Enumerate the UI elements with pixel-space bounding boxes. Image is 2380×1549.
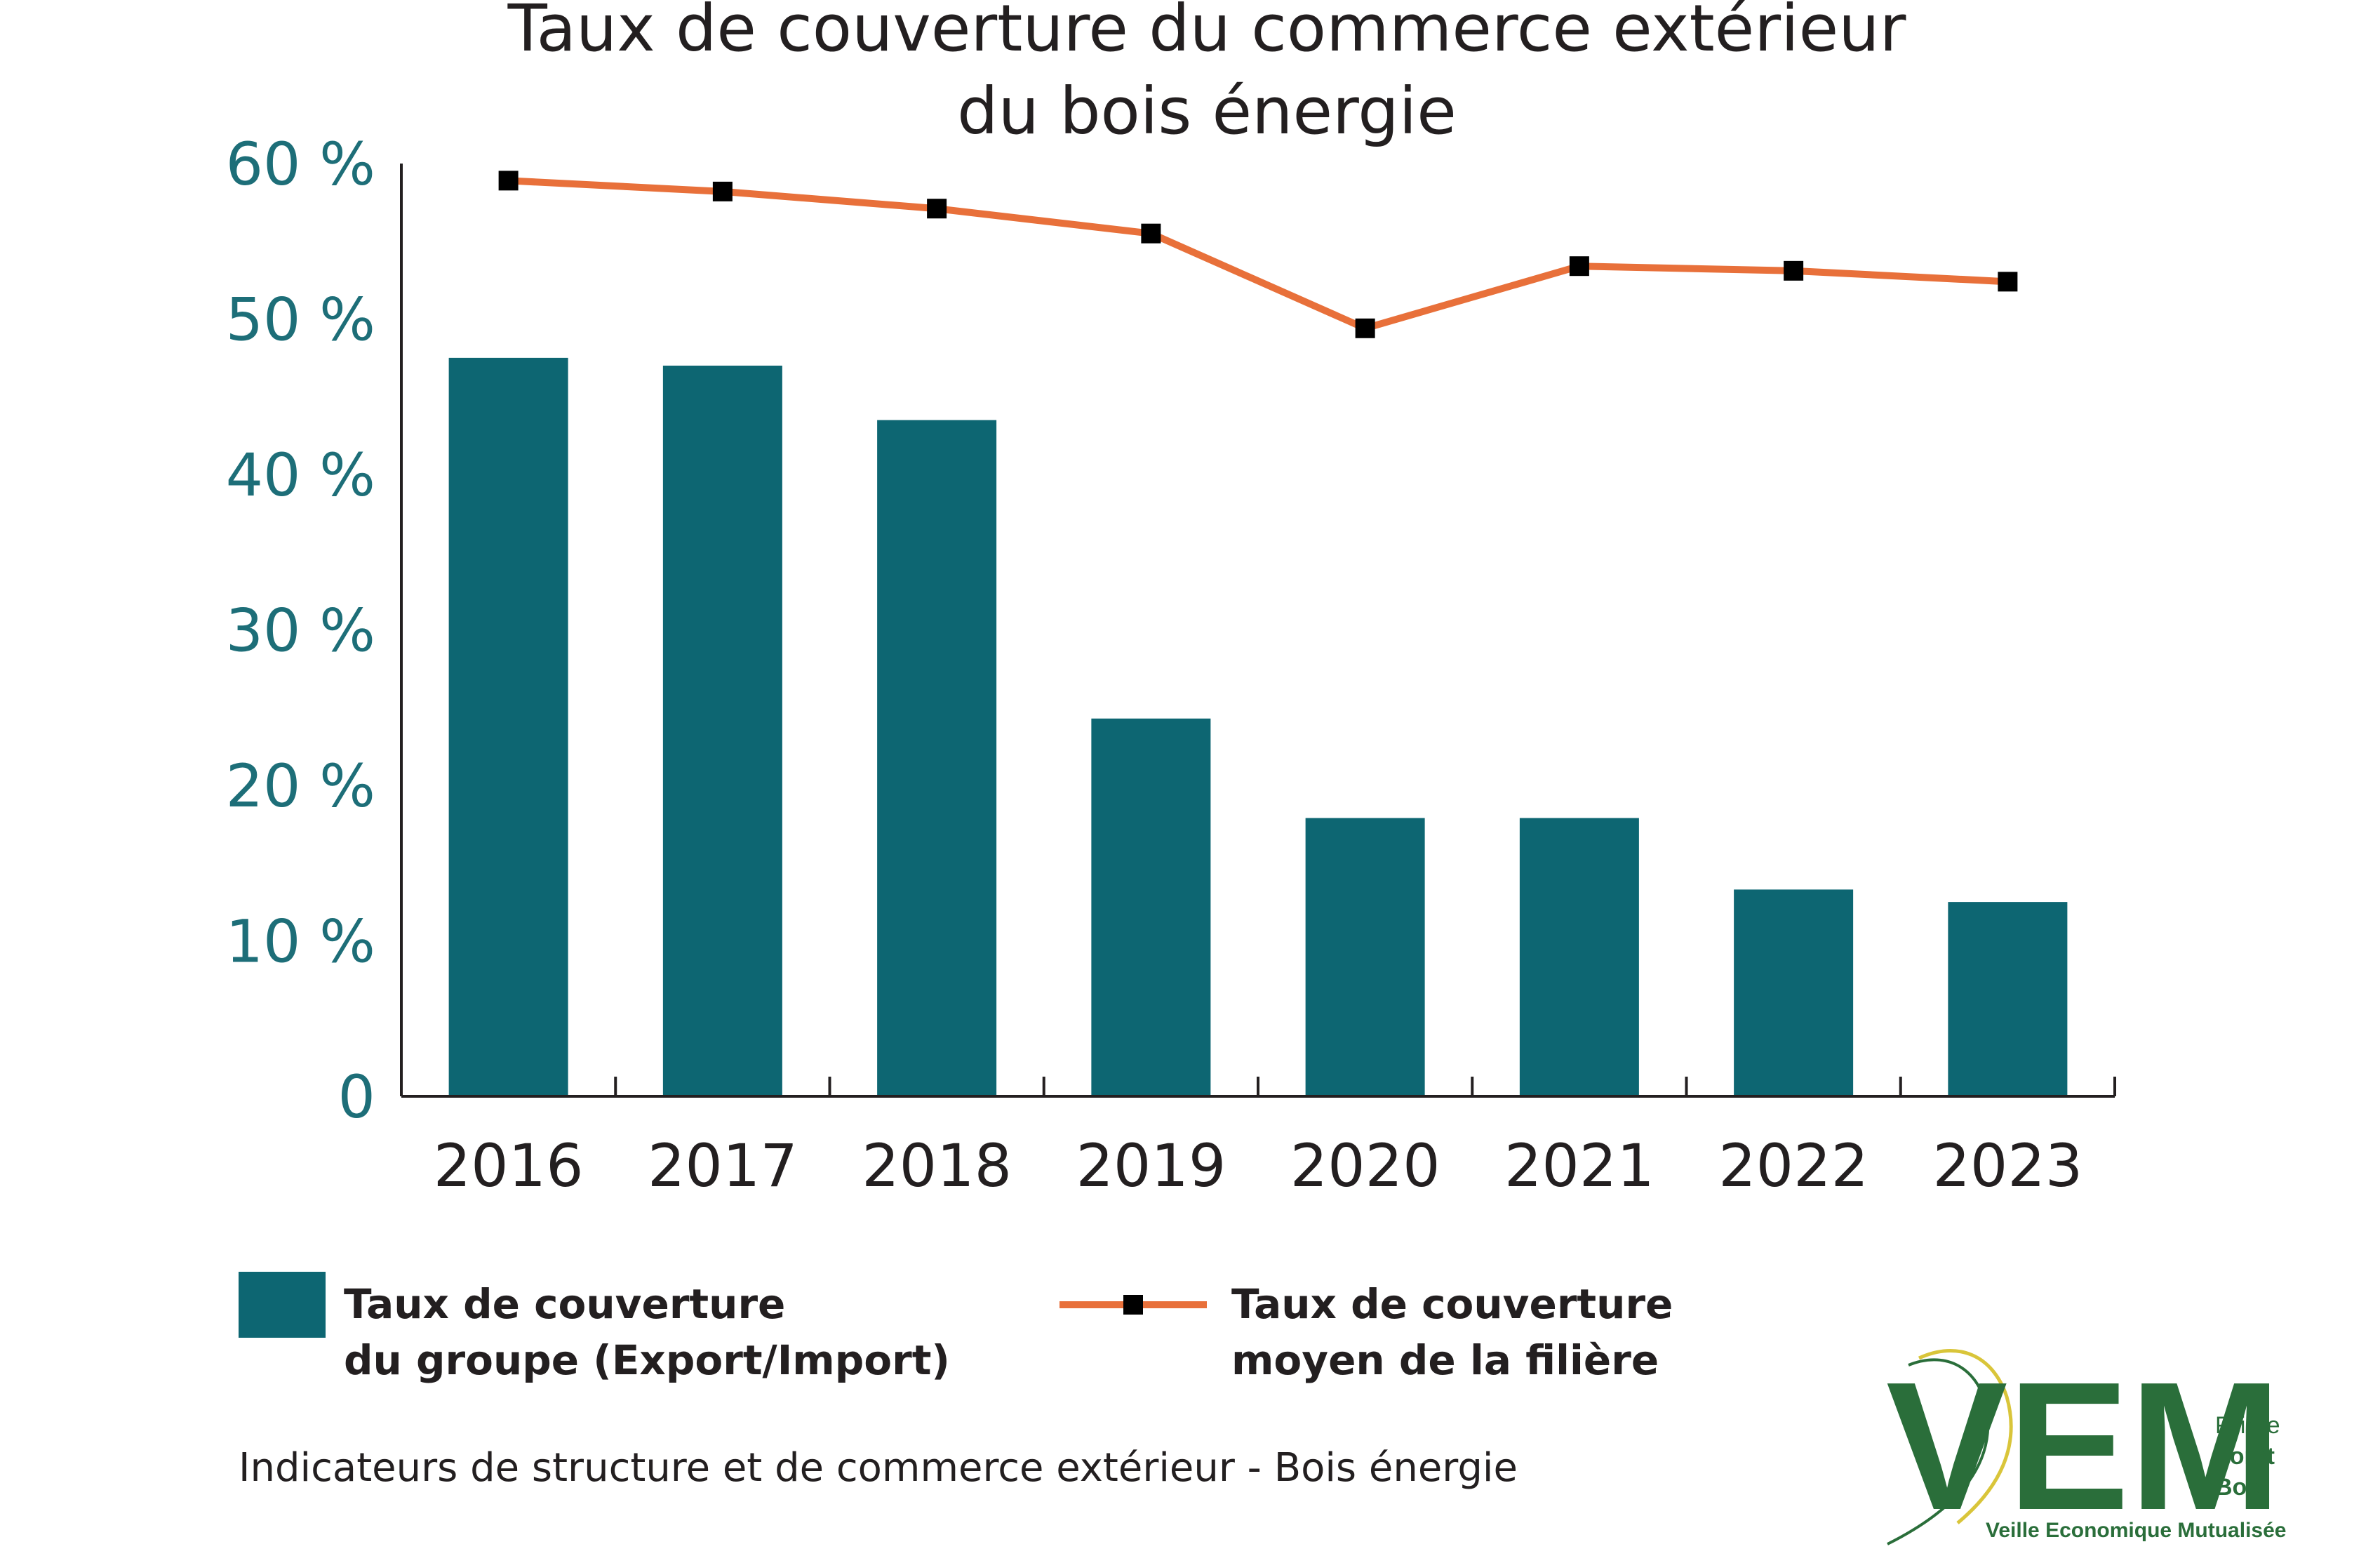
line-marker-2018 (927, 199, 947, 219)
caption: Indicateurs de structure et de commerce … (239, 1445, 1518, 1491)
x-tick-label: 2020 (1290, 1131, 1440, 1200)
x-tick-label: 2016 (434, 1131, 584, 1200)
x-tick-label: 2018 (862, 1131, 1012, 1200)
x-tick-label: 2017 (648, 1131, 798, 1200)
x-tick-label: 2019 (1076, 1131, 1226, 1200)
bar-2022 (1734, 889, 1854, 1096)
y-tick-label: 40 % (226, 441, 375, 510)
legend-bar-label-line-1: Taux de couverture (344, 1280, 785, 1328)
legend-swatch-marker (1123, 1295, 1143, 1315)
bar-2017 (662, 365, 782, 1097)
logo-swoosh-green (1887, 1358, 1990, 1545)
bar-2023 (1948, 902, 2068, 1096)
y-tick-label: 0 (338, 1063, 375, 1131)
bar-2016 (448, 357, 568, 1096)
y-tick-label: 20 % (226, 752, 375, 820)
x-axis-ticks: 2016 2017 2018 2019 2020 2021 2022 2023 (434, 1131, 2083, 1200)
legend-line-label-line-2: moyen de la filière (1231, 1336, 1659, 1384)
logo-side-line-3: Bois (2215, 1474, 2267, 1501)
line-marker-2022 (1784, 260, 1804, 281)
bar-2018 (877, 420, 997, 1096)
logo-letters: VEM (1886, 1345, 2281, 1548)
line-marker-2020 (1355, 318, 1375, 338)
vem-logo: VEM Filière Forêt Bois Veille Economique… (1886, 1345, 2286, 1548)
x-tick-label: 2023 (1932, 1131, 2082, 1200)
logo-swoosh-yellow (1918, 1348, 2013, 1524)
legend-line-label-line-1: Taux de couverture (1231, 1280, 1673, 1328)
line-marker-2021 (1569, 256, 1589, 277)
line-marker-2023 (1998, 272, 2018, 292)
bar-2021 (1519, 818, 1639, 1096)
legend: Taux de couverture du groupe (Export/Imp… (239, 1272, 1673, 1384)
legend-bar-label-line-2: du groupe (Export/Import) (344, 1336, 950, 1384)
logo-side-line-1: Filière (2215, 1412, 2280, 1439)
logo-side-line-2: Forêt (2215, 1443, 2275, 1470)
line-marker-2016 (498, 171, 519, 191)
line-series (508, 177, 2008, 332)
y-tick-label: 60 % (226, 130, 375, 199)
chart-title-line-2: du bois énergie (957, 74, 1457, 149)
line-marker-2019 (1141, 223, 1161, 244)
bar-2020 (1305, 818, 1425, 1096)
y-tick-label: 10 % (226, 908, 375, 976)
y-tick-label: 50 % (226, 286, 375, 354)
legend-swatch-bar (239, 1272, 326, 1338)
bar-2019 (1091, 718, 1211, 1096)
x-tick-label: 2021 (1504, 1131, 1654, 1200)
plot-area (448, 171, 2068, 1097)
chart-title-line-1: Taux de couverture du commerce extérieur (507, 0, 1906, 66)
x-tick-label: 2022 (1718, 1131, 1868, 1200)
logo-subtitle: Veille Economique Mutualisée (1986, 1519, 2286, 1542)
x-axis-tick-marks (614, 1077, 2116, 1096)
line-marker-2017 (712, 181, 733, 201)
y-tick-label: 30 % (226, 597, 375, 665)
y-axis-ticks: 0 10 % 20 % 30 % 40 % 50 % 60 % (226, 130, 375, 1131)
